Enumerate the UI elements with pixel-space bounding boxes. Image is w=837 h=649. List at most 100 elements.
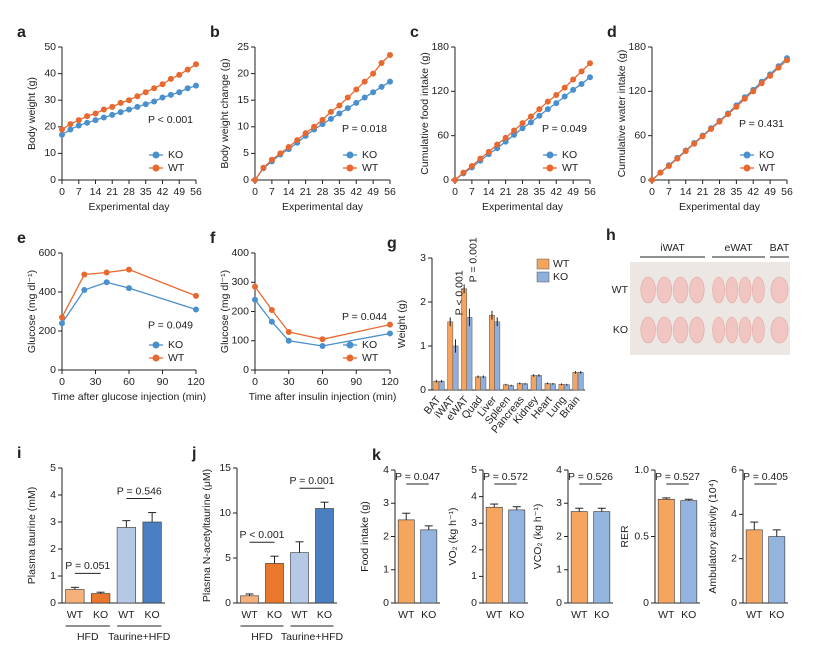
bar — [572, 372, 579, 391]
y-tick-label: 60 — [634, 129, 646, 141]
x-tick-label: 49 — [567, 186, 579, 198]
y-axis-label: VCO₂ (kg h⁻¹) — [532, 504, 544, 570]
x-tick-label: 21 — [106, 186, 118, 198]
data-point — [561, 84, 568, 91]
bar — [522, 383, 528, 391]
y-tick-label: 3 — [50, 516, 56, 528]
data-point — [252, 296, 258, 303]
annotation: P = 0.001 — [289, 475, 334, 487]
bar — [768, 536, 786, 604]
y-axis-label: Weight (g) — [396, 300, 408, 348]
y-tick-label: 0 — [640, 174, 646, 186]
bar — [680, 500, 698, 604]
bar — [475, 376, 481, 391]
data-point — [151, 85, 158, 92]
bar — [447, 321, 454, 391]
data-point — [536, 106, 543, 113]
y-tick-label: 3 — [383, 497, 389, 509]
data-point — [285, 328, 292, 335]
annotation: P = 0.526 — [568, 471, 613, 483]
x-tick-label: 21 — [697, 186, 709, 198]
x-tick-label: 42 — [747, 186, 759, 198]
y-tick-label: 10 — [237, 121, 249, 133]
x-tick-label: WT — [291, 609, 308, 621]
data-point — [699, 133, 706, 140]
data-point — [268, 307, 275, 314]
legend-label: KO — [362, 339, 377, 351]
bar — [438, 380, 445, 391]
row-label: WT — [612, 284, 629, 296]
x-tick-label: 0 — [649, 186, 655, 198]
data-point — [511, 127, 518, 134]
x-tick-label: 60 — [317, 376, 329, 388]
legend-label: WT — [562, 162, 579, 174]
x-tick-label: KO — [93, 609, 108, 621]
data-point — [511, 131, 518, 138]
data-point — [527, 119, 534, 126]
x-tick-label: 0 — [59, 186, 65, 198]
data-point — [775, 64, 782, 71]
annotation: P = 0.001 — [468, 237, 480, 282]
data-point — [578, 68, 585, 75]
bar — [536, 375, 542, 391]
y-tick-label: 120 — [628, 85, 646, 97]
data-point — [387, 78, 393, 85]
tissue — [712, 316, 725, 344]
data-point — [344, 105, 351, 112]
bar — [265, 563, 284, 604]
annotation: P = 0.051 — [65, 560, 110, 572]
column-label: iWAT — [660, 242, 685, 254]
x-tick-label: 42 — [350, 186, 362, 198]
data-point — [724, 111, 731, 118]
x-tick-label: KO — [594, 609, 609, 621]
group-label: HFD — [251, 631, 273, 643]
x-tick-label: WT — [118, 609, 135, 621]
data-point — [708, 126, 715, 133]
data-point — [519, 125, 526, 132]
y-axis-label: Body weight (g) — [26, 77, 38, 150]
legend-label: KO — [553, 271, 568, 283]
y-tick-label: 0 — [50, 364, 56, 376]
data-point — [92, 110, 99, 117]
x-axis-label: Time after insulin injection (min) — [249, 391, 397, 403]
legend-label: KO — [362, 149, 377, 161]
photo-background — [630, 262, 790, 355]
x-tick-label: WT — [398, 609, 415, 621]
data-point — [59, 314, 65, 321]
panel-label: c — [410, 24, 419, 41]
x-tick-label: 90 — [157, 376, 169, 388]
y-tick-label: 20 — [237, 67, 249, 79]
data-point — [59, 131, 65, 138]
data-point — [336, 110, 343, 117]
tissue — [770, 276, 789, 304]
bar — [315, 508, 334, 604]
data-point — [460, 169, 467, 176]
y-tick-label: 1 — [50, 570, 56, 582]
data-point — [117, 109, 124, 116]
data-point — [134, 93, 141, 100]
y-tick-label: 40 — [44, 67, 56, 79]
data-point — [184, 66, 191, 73]
data-point — [344, 94, 351, 101]
x-tick-label: 21 — [500, 186, 512, 198]
annotation: P < 0.001 — [148, 114, 193, 126]
x-tick-label: 60 — [123, 376, 135, 388]
data-point — [578, 80, 585, 87]
annotation: P = 0.546 — [117, 485, 162, 497]
x-tick-label: WT — [486, 609, 503, 621]
y-tick-label: 0 — [50, 174, 56, 186]
x-tick-label: KO — [145, 609, 160, 621]
data-point — [741, 95, 748, 102]
x-tick-label: 49 — [173, 186, 185, 198]
data-point — [75, 122, 82, 129]
annotation: P < 0.001 — [239, 529, 284, 541]
data-point — [260, 164, 267, 171]
bar — [593, 511, 611, 604]
data-point — [92, 117, 99, 124]
row-label: KO — [613, 324, 628, 336]
data-point — [561, 93, 568, 100]
tissue — [689, 316, 705, 344]
bar — [544, 383, 551, 391]
tissue — [673, 316, 689, 344]
annotation: P = 0.047 — [395, 471, 440, 483]
